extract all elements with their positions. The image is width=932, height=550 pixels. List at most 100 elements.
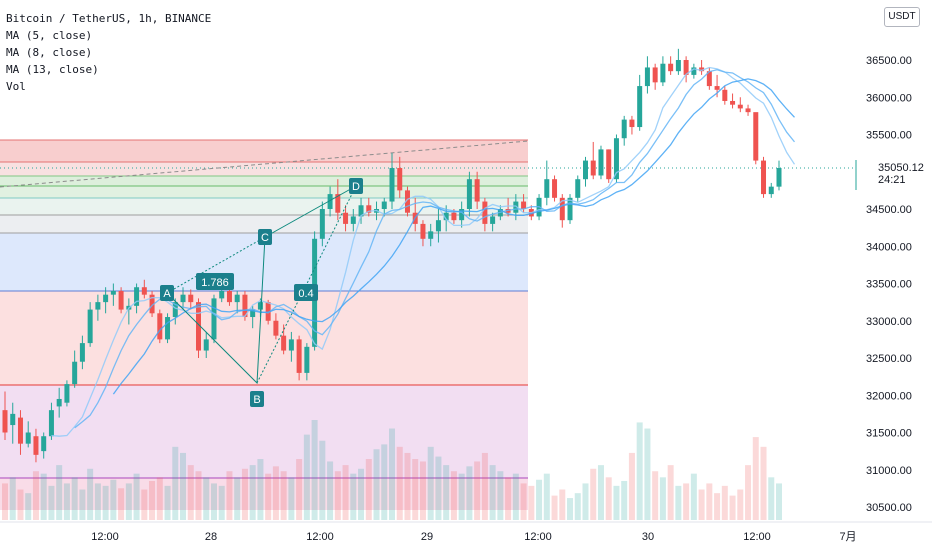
candle-body[interactable] — [188, 294, 194, 303]
candle-body[interactable] — [157, 313, 163, 340]
candle-body[interactable] — [737, 104, 743, 109]
candle-body[interactable] — [730, 100, 736, 105]
candle-body[interactable] — [103, 294, 109, 303]
candle-body[interactable] — [358, 205, 364, 217]
candle-body[interactable] — [196, 302, 201, 351]
legend-ma13[interactable]: MA (13, close) — [6, 63, 99, 76]
candle-body[interactable] — [319, 209, 325, 239]
candle-body[interactable] — [296, 339, 302, 373]
candle-body[interactable] — [660, 63, 666, 83]
candle-body[interactable] — [474, 179, 480, 202]
abcd-pattern-line[interactable] — [166, 185, 357, 385]
candle-body[interactable] — [141, 287, 147, 295]
currency-button[interactable]: USDT — [884, 7, 920, 27]
candle-body[interactable] — [567, 197, 573, 221]
candle-body[interactable] — [613, 138, 619, 180]
candle-body[interactable] — [575, 179, 581, 198]
candle-body[interactable] — [180, 294, 186, 303]
candle-body[interactable] — [761, 160, 767, 195]
candle-body[interactable] — [521, 201, 527, 209]
ratio-bc-box[interactable] — [294, 284, 318, 301]
candle-body[interactable] — [482, 201, 488, 224]
candle-body[interactable] — [621, 119, 627, 139]
candle-body[interactable] — [683, 60, 689, 75]
legend-volume[interactable]: Vol — [6, 80, 26, 93]
candle-body[interactable] — [172, 302, 178, 318]
candle-body[interactable] — [745, 108, 751, 113]
ratio-ab-box[interactable] — [196, 273, 234, 290]
candle-body[interactable] — [87, 309, 93, 344]
candle-body[interactable] — [490, 216, 496, 224]
candle-body[interactable] — [668, 63, 674, 72]
candle-body[interactable] — [64, 384, 70, 403]
candle-body[interactable] — [118, 290, 124, 310]
candle-body[interactable] — [25, 432, 31, 444]
candle-body[interactable] — [335, 194, 341, 213]
candle-body[interactable] — [265, 302, 271, 321]
candle-body[interactable] — [459, 209, 465, 221]
candle-body[interactable] — [211, 298, 217, 340]
trend-line[interactable] — [0, 140, 529, 188]
candle-body[interactable] — [257, 302, 263, 310]
candle-body[interactable] — [428, 231, 434, 239]
candle-body[interactable] — [366, 205, 372, 213]
candle-body[interactable] — [242, 294, 248, 318]
candle-body[interactable] — [389, 168, 395, 202]
candle-body[interactable] — [17, 417, 23, 444]
candle-body[interactable] — [606, 149, 612, 180]
candle-body[interactable] — [404, 190, 410, 213]
candle-body[interactable] — [10, 413, 16, 426]
candle-body[interactable] — [598, 149, 604, 176]
candle-body[interactable] — [691, 67, 697, 75]
candle-body[interactable] — [250, 309, 256, 318]
candle-body[interactable] — [776, 168, 782, 187]
legend-symbol[interactable]: Bitcoin / TetherUS, 1h, BINANCE — [6, 12, 212, 25]
candle-body[interactable] — [234, 294, 240, 303]
candle-body[interactable] — [443, 212, 449, 221]
candle-body[interactable] — [288, 339, 294, 351]
candle-body[interactable] — [273, 320, 279, 336]
candle-body[interactable] — [552, 179, 558, 198]
candle-body[interactable] — [420, 223, 426, 239]
candle-body[interactable] — [2, 410, 8, 433]
candle-body[interactable] — [699, 67, 705, 72]
candle-body[interactable] — [165, 317, 171, 340]
pattern-label-d-box[interactable] — [349, 178, 363, 194]
candle-body[interactable] — [466, 179, 472, 209]
candle-body[interactable] — [327, 194, 333, 209]
candle-body[interactable] — [33, 436, 39, 455]
candle-body[interactable] — [350, 216, 356, 224]
candle-body[interactable] — [583, 160, 588, 180]
candle-body[interactable] — [304, 346, 310, 373]
candle-body[interactable] — [203, 339, 209, 351]
candle-body[interactable] — [110, 290, 116, 295]
pattern-label-b-box[interactable] — [250, 391, 264, 407]
legend-ma8[interactable]: MA (8, close) — [6, 46, 93, 59]
candle-body[interactable] — [435, 220, 441, 232]
candle-body[interactable] — [397, 168, 403, 191]
candle-body[interactable] — [722, 89, 728, 101]
candle-body[interactable] — [134, 287, 140, 306]
legend-ma5[interactable]: MA (5, close) — [6, 29, 93, 42]
candle-body[interactable] — [149, 294, 155, 314]
pattern-label-c-box[interactable] — [258, 229, 272, 245]
candle-body[interactable] — [343, 212, 349, 224]
candle-body[interactable] — [56, 398, 62, 407]
candle-body[interactable] — [79, 343, 85, 362]
candle-body[interactable] — [644, 67, 650, 87]
candle-body[interactable] — [544, 179, 550, 198]
candle-body[interactable] — [72, 361, 78, 385]
candle-body[interactable] — [753, 112, 759, 161]
candle-body[interactable] — [590, 160, 596, 176]
candle-body[interactable] — [451, 212, 457, 221]
candle-body[interactable] — [381, 201, 387, 209]
candle-body[interactable] — [637, 86, 643, 128]
candle-body[interactable] — [652, 67, 658, 83]
candle-body[interactable] — [629, 119, 635, 128]
candle-body[interactable] — [41, 436, 47, 452]
candle-body[interactable] — [281, 335, 287, 351]
pattern-label-a-box[interactable] — [160, 285, 174, 301]
candle-body[interactable] — [226, 290, 232, 303]
candle-body[interactable] — [219, 290, 225, 299]
